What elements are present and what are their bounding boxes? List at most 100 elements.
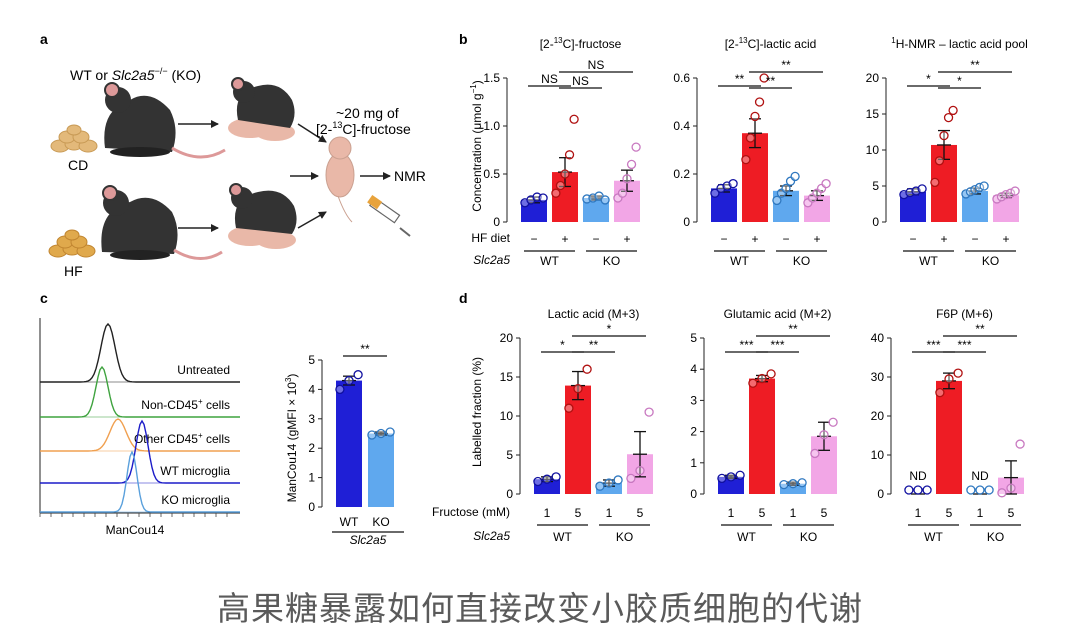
- bar: [936, 380, 962, 494]
- group-label: WT: [540, 254, 559, 268]
- data-point: [922, 485, 932, 495]
- y-tick-label: 3: [690, 393, 697, 407]
- significance-label: **: [975, 322, 985, 336]
- data-point: [710, 188, 720, 198]
- bar: [368, 433, 394, 507]
- data-point: [759, 73, 769, 83]
- chart-title: 1H-NMR – lactic acid pool: [891, 36, 1028, 51]
- y-tick-label: 10: [871, 448, 885, 462]
- panel-c-letter: c: [40, 290, 48, 306]
- data-point: [748, 378, 758, 388]
- diet-hf-label: HF: [64, 263, 83, 279]
- y-tick-label: 1: [690, 456, 697, 470]
- bar: [596, 483, 622, 494]
- significance-label: *: [926, 72, 931, 86]
- bar: [900, 191, 926, 222]
- data-point: [935, 387, 945, 398]
- data-point: [821, 178, 831, 189]
- data-point: [533, 476, 543, 487]
- group-label: KO: [987, 530, 1004, 544]
- histogram-label: KO microglia: [161, 493, 230, 507]
- y-tick-label: 40: [871, 331, 885, 345]
- significance-label: ***: [739, 338, 753, 352]
- histogram-curve: [40, 418, 240, 452]
- histogram-label: Other CD45+ cells: [134, 431, 230, 446]
- mouse-with-pups-cd-icon: [228, 77, 295, 141]
- y-tick-label: 30: [871, 370, 885, 384]
- condition-value: 1: [790, 506, 797, 520]
- data-point: [790, 171, 800, 182]
- significance-label: NS: [572, 74, 589, 88]
- y-tick-label: 4: [308, 382, 315, 396]
- group-label: WT: [924, 530, 943, 544]
- significance-label: ***: [770, 338, 784, 352]
- y-tick-label: 2: [308, 441, 315, 455]
- condition-value: 5: [575, 506, 582, 520]
- c-bar-categories: WT KO: [332, 515, 404, 533]
- chart-title: [2-13C]-fructose: [540, 36, 622, 51]
- condition-value: 1: [915, 506, 922, 520]
- bar: [993, 195, 1019, 222]
- histogram-curve: [40, 365, 240, 418]
- condition-value: +: [561, 232, 568, 246]
- data-point: [750, 111, 760, 122]
- data-point: [970, 184, 980, 195]
- food-pile-cd-icon: [50, 124, 98, 153]
- nd-label: ND: [971, 469, 989, 483]
- group-label: KO: [800, 530, 817, 544]
- condition-value: +: [1002, 232, 1009, 246]
- y-tick-label: 3: [308, 412, 315, 426]
- y-tick-label: 20: [500, 331, 514, 345]
- significance-label: NS: [588, 58, 605, 72]
- data-point: [560, 169, 570, 179]
- panel-a-letter: a: [40, 31, 48, 47]
- bar: [711, 188, 737, 222]
- data-point: [385, 427, 395, 437]
- data-point: [997, 488, 1007, 498]
- histogram-curve: [40, 450, 240, 513]
- panel-a: a WT or Slc2a5−/− (KO) CD HF: [40, 31, 426, 279]
- bar: [336, 380, 362, 507]
- y-tick-label: 15: [866, 107, 880, 121]
- data-point: [573, 384, 583, 394]
- data-point: [635, 465, 645, 476]
- data-point: [904, 485, 914, 495]
- chart-title: [2-13C]-lactic acid: [725, 36, 817, 51]
- data-point: [797, 478, 807, 488]
- data-point: [1005, 188, 1016, 198]
- y-tick-label: 5: [872, 179, 879, 193]
- data-point: [745, 133, 756, 143]
- histogram-curve: [40, 419, 240, 484]
- data-point: [600, 195, 610, 205]
- bar: [962, 191, 988, 222]
- condition-labels: 1 5 1 5WT KO: [537, 506, 650, 544]
- data-point: [728, 178, 738, 189]
- data-point: [564, 150, 575, 160]
- data-point: [353, 370, 363, 380]
- data-point: [555, 180, 566, 191]
- significance-label: NS: [541, 72, 558, 86]
- y-tick-label: 1.5: [483, 71, 500, 85]
- data-point: [582, 364, 592, 374]
- chart-b2: 0 0.2 0.4 0.6 [2-13C]-lactic acid ** ** **: [673, 36, 831, 229]
- data-point: [564, 403, 574, 413]
- data-point: [984, 485, 994, 495]
- y-tick-label: 5: [690, 331, 697, 345]
- y-tick-label: 0: [690, 487, 697, 501]
- data-point: [979, 181, 989, 191]
- condition-value: 1: [977, 506, 984, 520]
- y-tick-label: 1: [308, 471, 315, 485]
- data-point: [551, 188, 561, 198]
- y-tick-label: 15: [500, 370, 514, 384]
- chart-c_bar: 0 1 2 3 4 5 **: [308, 342, 395, 514]
- data-point: [913, 485, 923, 495]
- data-point: [735, 470, 745, 480]
- y-tick-label: 20: [871, 409, 885, 423]
- panel-b-letter: b: [459, 31, 468, 47]
- data-point: [772, 195, 782, 206]
- panel-c-bar-ylabel: ManCou14 (gMFI × 103): [284, 374, 299, 503]
